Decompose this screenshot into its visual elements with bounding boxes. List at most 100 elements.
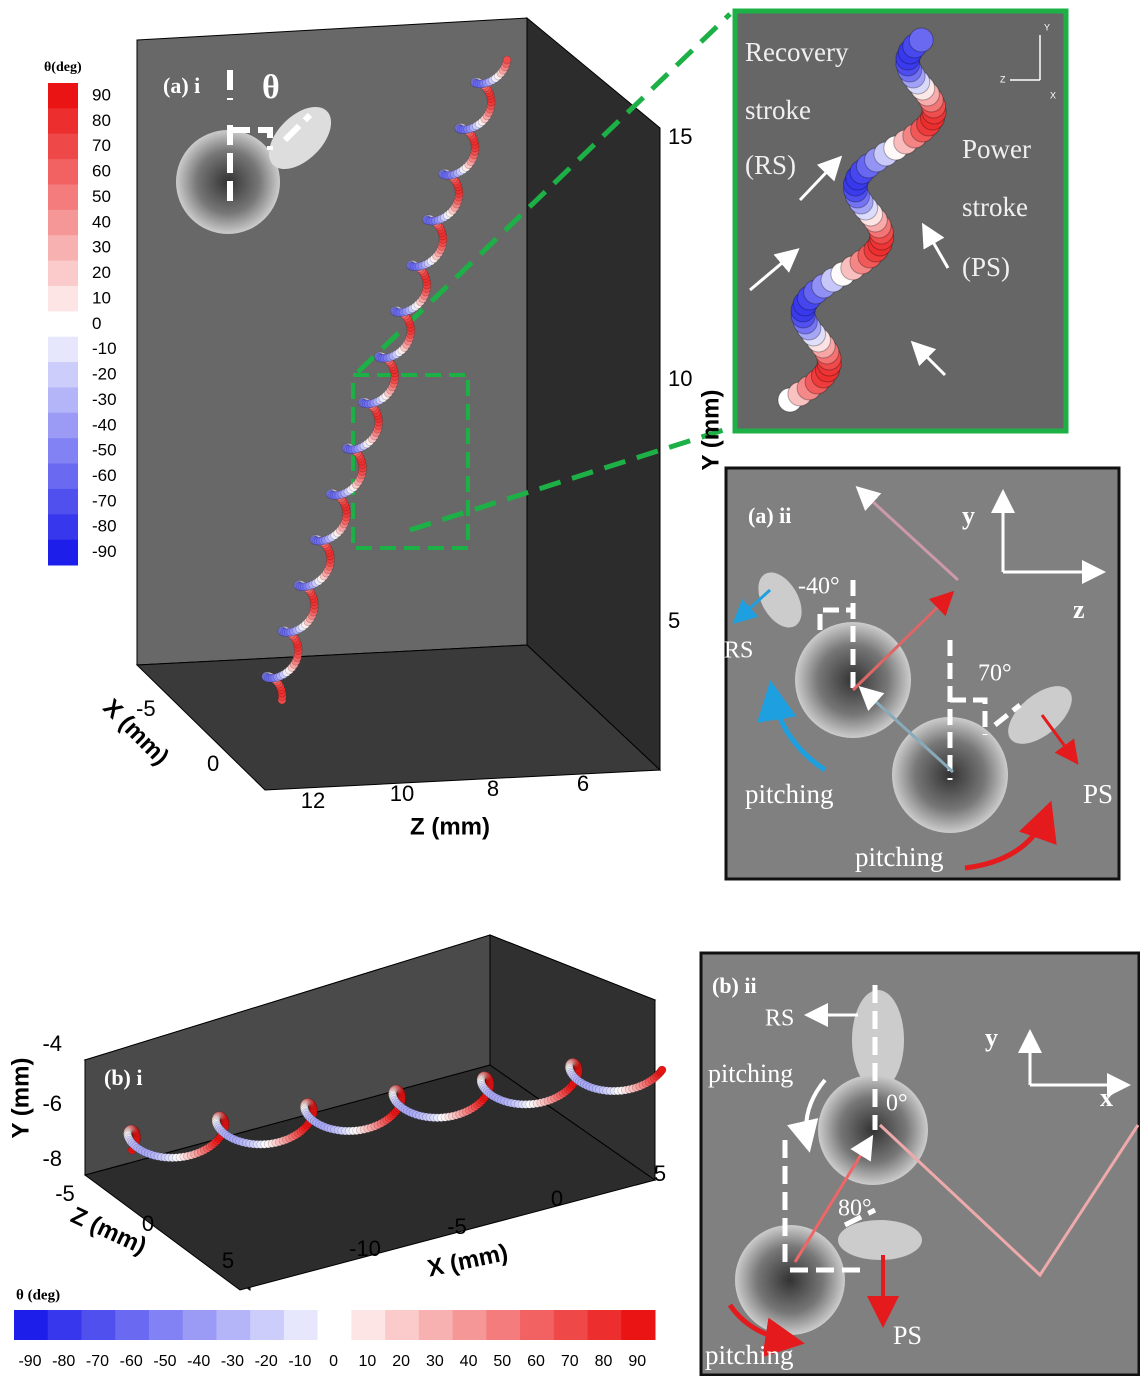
colorbar-band (284, 1310, 318, 1340)
colorbar-band (48, 1310, 82, 1340)
x-tick-label: 0 (207, 751, 219, 776)
label: PS (893, 1321, 922, 1350)
colorbar-tick-label: 0 (329, 1353, 338, 1370)
colorbar-band (48, 337, 78, 363)
label: z (1073, 595, 1085, 624)
x-tick-label: -10 (349, 1236, 381, 1261)
triad-label: X (1050, 90, 1056, 100)
colorbar-tick-label: -70 (86, 1353, 109, 1370)
x-tick-label: -5 (447, 1214, 467, 1239)
colorbar-tick-label: -10 (92, 339, 117, 358)
label: (a) ii (748, 503, 791, 528)
colorbar-band (149, 1310, 183, 1340)
colorbar-tick-label: 70 (92, 136, 111, 155)
colorbar-band (385, 1310, 419, 1340)
colorbar-band (216, 1310, 250, 1340)
colorbar-band (183, 1310, 217, 1340)
colorbar-band (48, 464, 78, 490)
colorbar-tick-label: -40 (187, 1353, 210, 1370)
colorbar-tick-label: 50 (92, 187, 111, 206)
inset-label: Power (962, 134, 1031, 164)
x-tick-label: 0 (551, 1186, 563, 1211)
colorbar-band (520, 1310, 554, 1340)
colorbar-tick-label: 20 (392, 1353, 410, 1370)
colorbar-band (48, 540, 78, 566)
colorbar-band (48, 489, 78, 515)
colorbar-band (48, 413, 78, 439)
label: RS (765, 1006, 794, 1032)
colorbar-band (48, 83, 78, 109)
colorbar-tick-label: 10 (92, 288, 111, 307)
colorbar-tick-label: 70 (561, 1353, 579, 1370)
y-tick-label: 10 (668, 366, 692, 391)
colorbar-tick-label: -40 (92, 415, 117, 434)
triad-label: Y (1044, 22, 1050, 32)
axis-label: Y (mm) (7, 1058, 34, 1139)
colorbar-band (14, 1310, 48, 1340)
colorbar-band (250, 1310, 284, 1340)
z-tick-label: 12 (301, 788, 325, 813)
label: (a) i (163, 73, 200, 98)
colorbar-tick-label: -20 (255, 1353, 278, 1370)
label: θ (262, 69, 280, 106)
label: pitching (708, 1059, 793, 1088)
z-tick-label: 6 (577, 771, 589, 796)
colorbar-tick-label: 60 (527, 1353, 545, 1370)
colorbar-band (48, 108, 78, 134)
colorbar-tick-label: 80 (92, 111, 111, 130)
colorbar-band (48, 362, 78, 388)
inset-label: (PS) (962, 252, 1010, 282)
y-tick-label: -8 (42, 1146, 62, 1171)
colorbar-band (48, 387, 78, 413)
colorbar-tick-label: 50 (493, 1353, 511, 1370)
label: 80° (838, 1196, 872, 1222)
label: -40° (798, 574, 840, 600)
colorbar-band (48, 514, 78, 540)
colorbar-tick-label: -90 (92, 542, 117, 561)
colorbar-band (621, 1310, 655, 1340)
label: RS (724, 638, 753, 664)
label: pitching (745, 779, 834, 809)
colorbar-tick-label: 60 (92, 162, 111, 181)
colorbar-band (48, 235, 78, 261)
z-tick-label: 10 (390, 781, 414, 806)
z-tick-label: 5 (222, 1248, 234, 1273)
colorbar-band (48, 261, 78, 287)
z-tick-label: -5 (55, 1181, 75, 1206)
colorbar-tick-label: -60 (120, 1353, 143, 1370)
colorbar-band (48, 134, 78, 160)
label: PS (1083, 779, 1113, 809)
y-tick-label: 15 (668, 124, 692, 149)
colorbar-band (48, 184, 78, 210)
colorbar-band (419, 1310, 453, 1340)
colorbar-title: θ(deg) (44, 60, 82, 75)
label: 0° (886, 1091, 908, 1117)
colorbar-band (453, 1310, 487, 1340)
trajectory-sphere (909, 28, 933, 52)
colorbar-tick-label: -80 (52, 1353, 75, 1370)
colorbar-tick-label: 10 (358, 1353, 376, 1370)
colorbar-tick-label: 90 (92, 85, 111, 104)
label: y (962, 501, 975, 530)
colorbar-band (48, 286, 78, 312)
inset-label: Recovery (745, 37, 849, 67)
colorbar-band (115, 1310, 149, 1340)
colorbar-tick-label: -80 (92, 517, 117, 536)
label: (b) i (104, 1065, 143, 1090)
label: (b) ii (712, 973, 757, 998)
colorbar-tick-label: -60 (92, 466, 117, 485)
colorbar-band (81, 1310, 115, 1340)
x-tick-label: 5 (654, 1161, 666, 1186)
colorbar-tick-label: -50 (92, 441, 117, 460)
colorbar-band (48, 210, 78, 236)
trajectory-sphere (658, 1066, 666, 1074)
colorbar-tick-label: 90 (628, 1353, 646, 1370)
inset-label: stroke (745, 95, 811, 125)
colorbar-tick-label: 80 (595, 1353, 613, 1370)
figure: 9080706050403020100-10-20-30-40-50-60-70… (0, 0, 1140, 1376)
z-tick-label: 8 (487, 776, 499, 801)
colorbar-band (554, 1310, 588, 1340)
colorbar-tick-label: 40 (92, 212, 111, 231)
colorbar-tick-label: -50 (153, 1353, 176, 1370)
colorbar-tick-label: -20 (92, 365, 117, 384)
